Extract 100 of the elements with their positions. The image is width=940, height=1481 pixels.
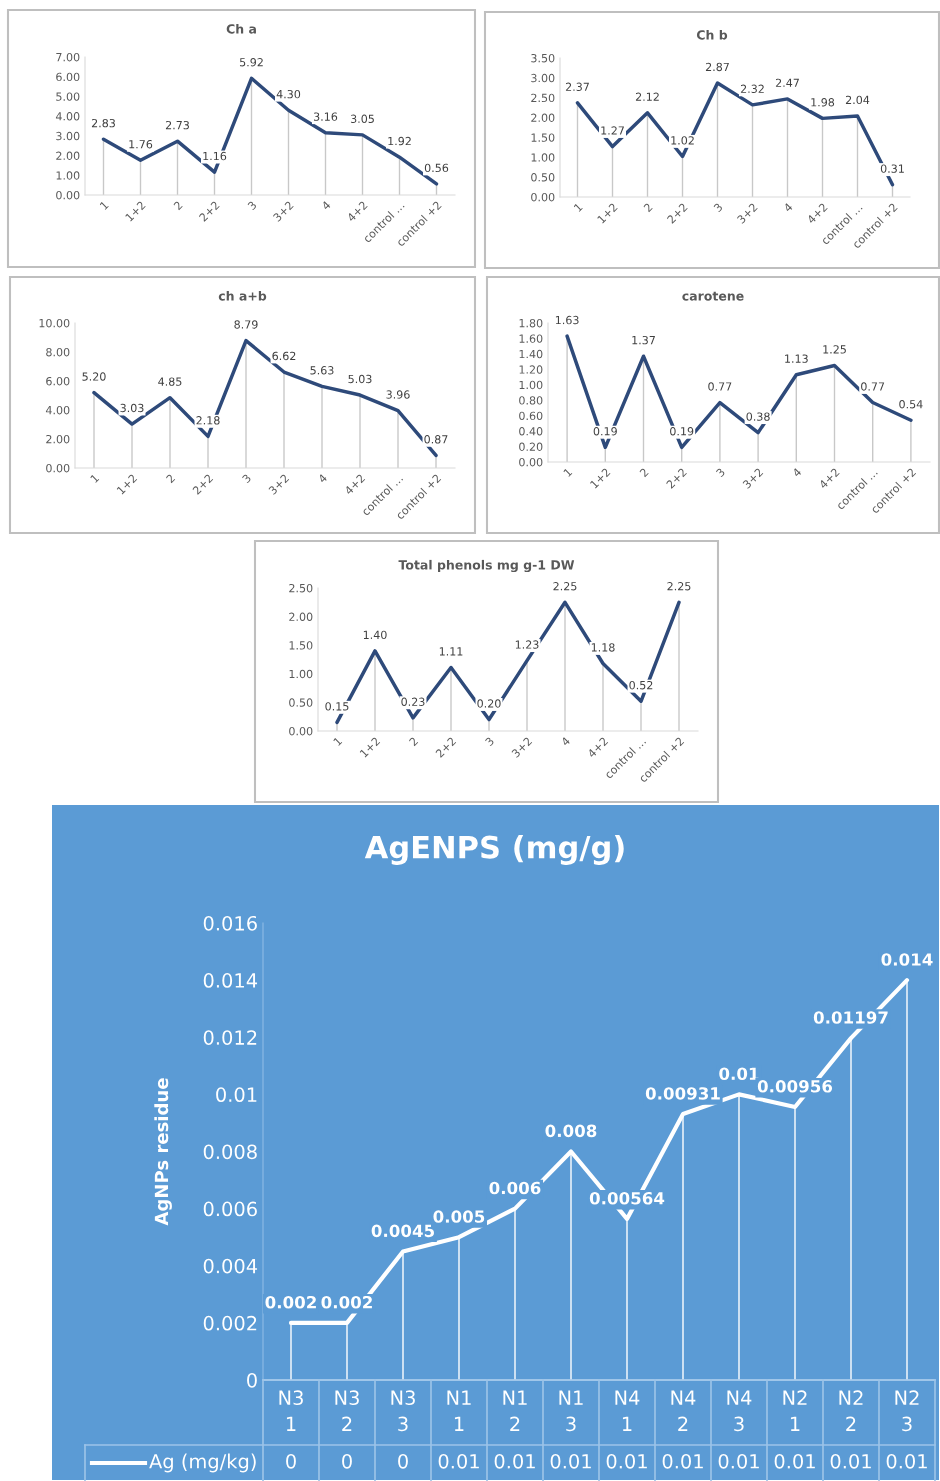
x-tick-label: N2 2 — [839, 1390, 863, 1431]
data-label: 3.16 — [313, 112, 338, 121]
data-label: 5.20 — [82, 372, 106, 381]
data-label: 2.18 — [196, 416, 220, 425]
y-tick-label: 0.00 — [46, 463, 70, 473]
data-label: 2.12 — [635, 92, 659, 101]
data-label: 0 — [342, 1453, 352, 1469]
y-tick-label: 1.40 — [519, 349, 543, 359]
x-tick-label: N1 3 — [559, 1390, 583, 1432]
y-tick-label: 0.50 — [531, 173, 555, 182]
x-tick-label: N4 2 — [671, 1390, 696, 1431]
data-label: 0.19 — [593, 427, 617, 436]
y-tick-label: 2.50 — [289, 583, 313, 593]
y-tick-label: 1.50 — [289, 641, 313, 650]
data-label: 8.79 — [234, 320, 258, 329]
data-label: 0.01 — [830, 1453, 871, 1469]
x-tick-label: N4 1 — [615, 1390, 640, 1431]
x-tick-label: 1 — [90, 473, 100, 483]
x-tick-label: 1 — [333, 736, 343, 746]
data-label: 0.01 — [550, 1453, 591, 1469]
data-label: 1.16 — [203, 151, 227, 161]
data-label: 0.52 — [629, 680, 653, 690]
annotation: 0.008 — [545, 1124, 597, 1138]
data-label: 1.13 — [785, 354, 808, 363]
y-tick-label: 2.00 — [46, 434, 70, 444]
y-tick-label: 10.00 — [39, 318, 70, 328]
data-label: 5.92 — [239, 58, 263, 67]
data-label: 0.01 — [438, 1453, 479, 1469]
data-label: 3.03 — [120, 403, 144, 413]
data-label: 4.85 — [158, 377, 182, 386]
data-label: 0.56 — [424, 163, 449, 173]
data-label: 5.63 — [310, 366, 334, 375]
data-label: 2.25 — [667, 582, 691, 591]
y-tick-label: 2.00 — [531, 113, 555, 122]
data-label: 1.63 — [555, 315, 579, 325]
y-tick-label: 0.00 — [519, 457, 543, 467]
y-tick-label: 5.00 — [56, 92, 80, 101]
y-tick-label: 1.00 — [531, 153, 555, 162]
annotation: 0.00931 — [645, 1087, 720, 1100]
data-label: 1.37 — [632, 335, 655, 345]
y-tick-label: 0.014 — [203, 973, 258, 988]
data-label: 0 — [398, 1453, 408, 1469]
annotation: 0.0045 — [371, 1224, 434, 1238]
data-label: 6.62 — [272, 351, 296, 361]
x-tick-label: N3 2 — [335, 1390, 359, 1431]
annotation: 0.00956 — [757, 1080, 833, 1093]
y-tick-label: 1.00 — [56, 171, 80, 180]
x-tick-label: N2 1 — [783, 1390, 807, 1431]
y-tick-label: 0.40 — [519, 427, 543, 436]
data-label: 0.54 — [899, 400, 923, 409]
x-tick-label: 1 — [563, 467, 573, 477]
y-tick-label: 1.00 — [519, 380, 543, 390]
data-label: 0.77 — [861, 382, 885, 391]
x-tick-label: N3 1 — [279, 1390, 303, 1431]
y-tick-label: 0.008 — [203, 1144, 257, 1160]
x-tick-label: N3 3 — [391, 1390, 415, 1432]
x-tick-label: 2 — [165, 473, 176, 484]
x-tick-label: N4 3 — [727, 1390, 752, 1432]
data-label: 0.77 — [708, 382, 732, 391]
chart-title: Total phenols mg g-1 DW — [398, 559, 575, 573]
y-tick-label: 3.00 — [56, 131, 80, 141]
x-tick-label: 3 — [715, 467, 726, 478]
data-label: 5.03 — [348, 374, 372, 384]
data-label: 2.04 — [845, 95, 870, 105]
y-tick-label: 4.00 — [45, 405, 70, 415]
x-tick-label: N1 2 — [503, 1390, 527, 1431]
data-label: 2.87 — [705, 62, 729, 72]
y-tick-label: 0.012 — [203, 1030, 257, 1045]
y-axis-title: AgNPs residue — [154, 1078, 172, 1226]
chart-title: Ch a — [226, 23, 256, 34]
y-tick-label: 1.20 — [519, 365, 543, 374]
annotation: 0.005 — [433, 1210, 485, 1223]
data-label: 2.25 — [553, 582, 577, 591]
y-tick-label: 7.00 — [56, 52, 80, 62]
annotation: 0.014 — [881, 953, 933, 966]
y-tick-label: 1.00 — [289, 669, 313, 679]
data-label: 0.38 — [746, 412, 770, 421]
data-label: 2.47 — [775, 78, 799, 87]
y-tick-label: 2.00 — [56, 151, 80, 160]
x-tick-label: 4 — [321, 200, 332, 211]
annotation: 0.002 — [321, 1295, 372, 1309]
annotation: 0.00564 — [589, 1191, 665, 1205]
y-tick-label: 0.00 — [289, 726, 313, 736]
annotation: 0.01 — [719, 1067, 759, 1081]
data-label: 3.96 — [386, 390, 410, 399]
data-label: 0.01 — [718, 1453, 759, 1469]
data-label: 2.73 — [165, 120, 189, 130]
y-tick-label: 0.80 — [519, 396, 543, 405]
x-tick-label: N2 3 — [895, 1390, 919, 1432]
data-label: 3.05 — [350, 114, 374, 123]
data-label: 0.87 — [424, 435, 448, 444]
data-label: 0.19 — [670, 427, 694, 436]
y-tick-label: 0.016 — [203, 915, 257, 931]
data-label: 1.18 — [591, 643, 615, 652]
x-tick-label: 2 — [643, 202, 653, 213]
legend-label: Ag (mg/kg) — [149, 1453, 256, 1473]
data-label: 2.32 — [740, 84, 764, 93]
y-tick-label: 0 — [247, 1372, 257, 1388]
y-tick-label: 0.002 — [203, 1315, 257, 1331]
y-tick-label: 0.00 — [531, 192, 555, 202]
